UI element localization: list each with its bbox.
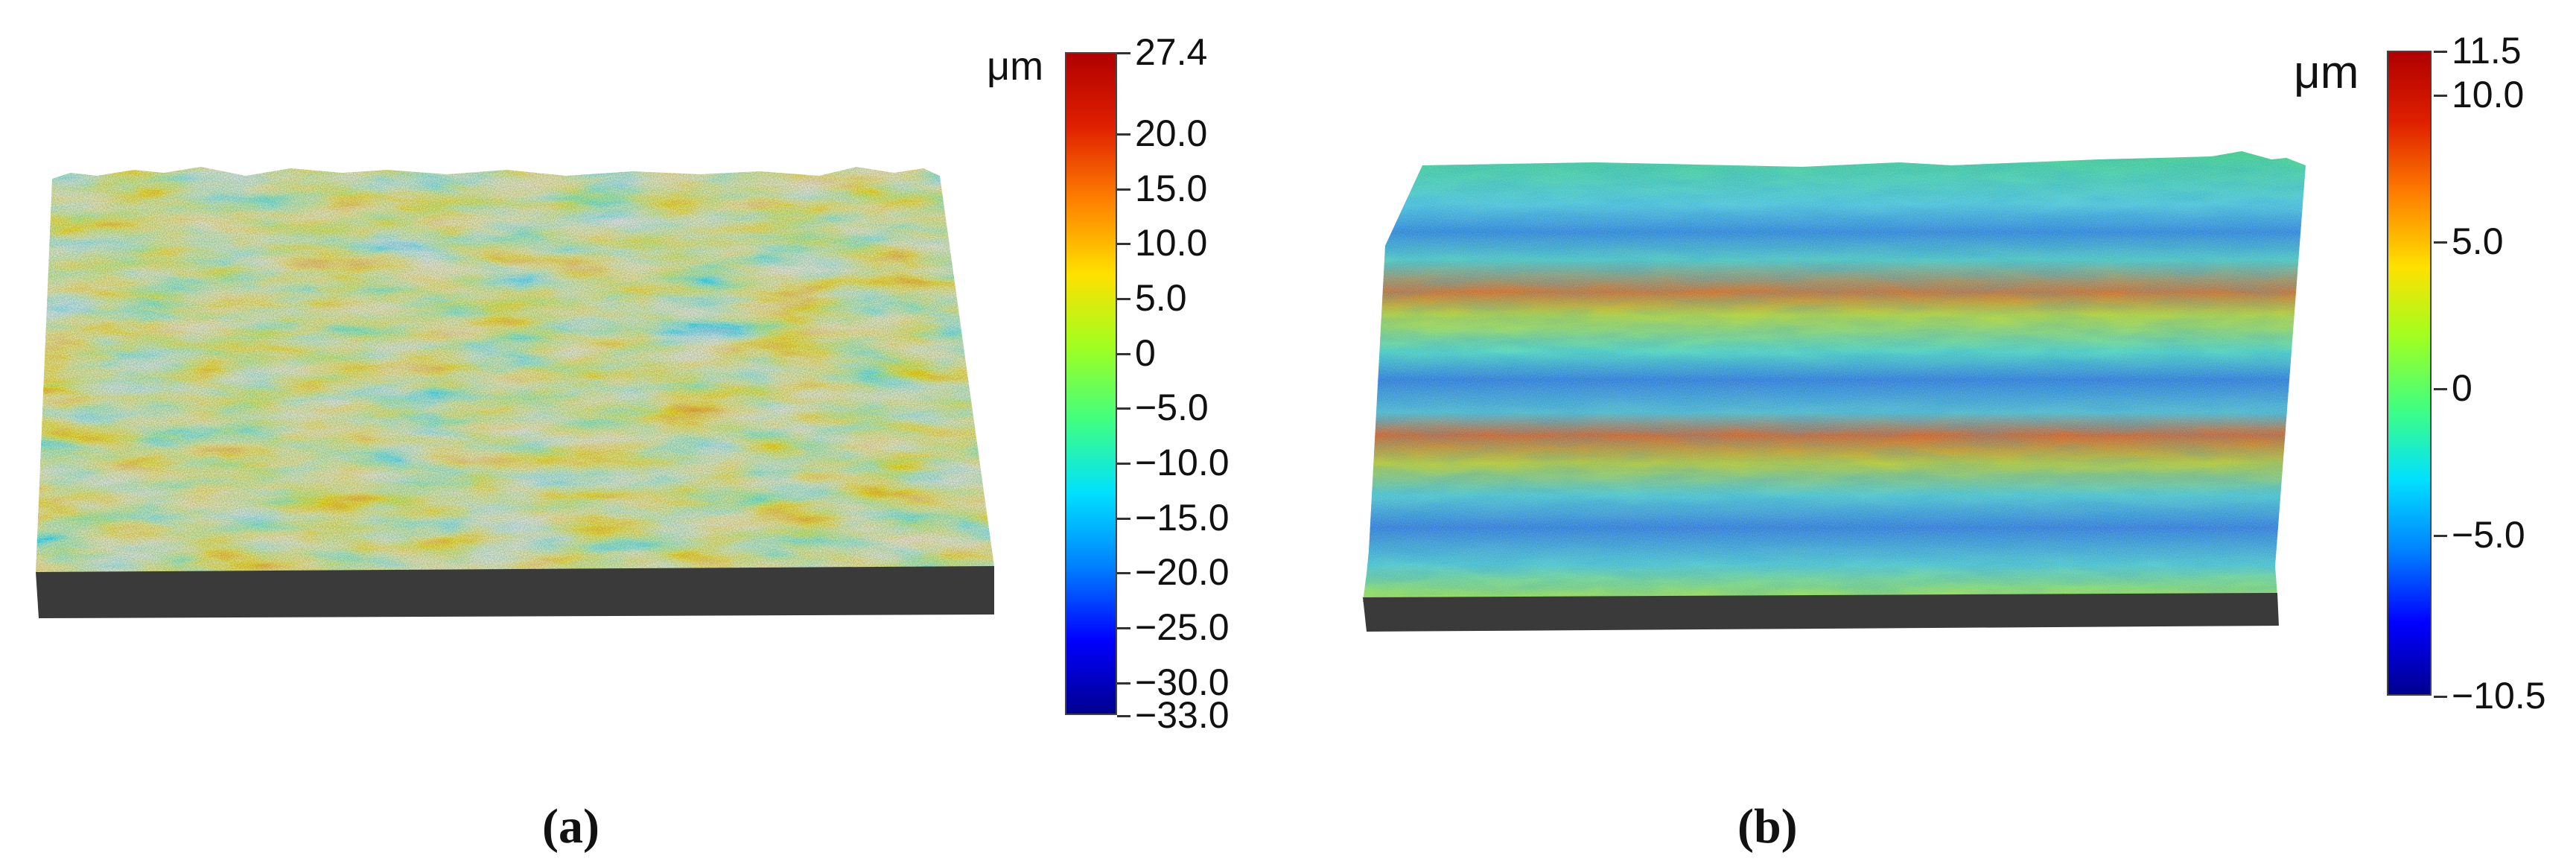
colorbar-tick-label: −5.0 [2434, 513, 2525, 556]
surface-base-a [36, 566, 994, 618]
caption-a: (a) [542, 799, 600, 854]
colorbar-tick-label: −15.0 [1117, 496, 1230, 539]
colorbar-tick-label: −30.0 [1117, 661, 1230, 703]
colorbar-tick-label: −10.0 [1117, 442, 1230, 484]
colorbar-a [1065, 52, 1117, 715]
colorbar-tick-label: 20.0 [1116, 112, 1208, 155]
colorbar-tick-label: −33.0 [1117, 694, 1230, 736]
colorbar-tick-label: 0 [2434, 366, 2472, 409]
surface-base-b [1363, 593, 2279, 632]
colorbar-tick-label: 5.0 [2434, 220, 2504, 262]
colorbar-tick-label: 5.0 [1117, 277, 1187, 320]
colorbar-tick-label: −5.0 [1117, 387, 1209, 429]
colorbar-unit-a: μm [987, 44, 1044, 89]
colorbar-unit-b: μm [2294, 47, 2359, 98]
colorbar-tick-label: 27.4 [1116, 31, 1208, 73]
colorbar-tick-label: 10.0 [2433, 74, 2525, 116]
colorbar-tick-label: −25.0 [1117, 606, 1230, 649]
colorbar-tick-label: −20.0 [1117, 551, 1230, 594]
panel-a: μm 27.4 20.0 15.0 10.0 5.0 0 −5.0 −10.0 −15.0 −20… [0, 0, 1281, 867]
colorbar-b [2387, 51, 2432, 696]
panel-b: μm 11.5 10.0 5.0 0 −5.0 −10.5 (b) [1281, 0, 2576, 867]
colorbar-tick-label: 0 [1117, 331, 1156, 374]
colorbar-tick-label: −10.5 [2434, 675, 2546, 717]
colorbar-tick-label: 11.5 [2434, 30, 2522, 72]
surface-topography-a [36, 167, 994, 618]
caption-b: (b) [1737, 799, 1798, 854]
colorbar-tick-label: 10.0 [1116, 222, 1208, 264]
colorbar-tick-label: 15.0 [1116, 167, 1208, 209]
surface-topography-b [1363, 151, 2306, 632]
